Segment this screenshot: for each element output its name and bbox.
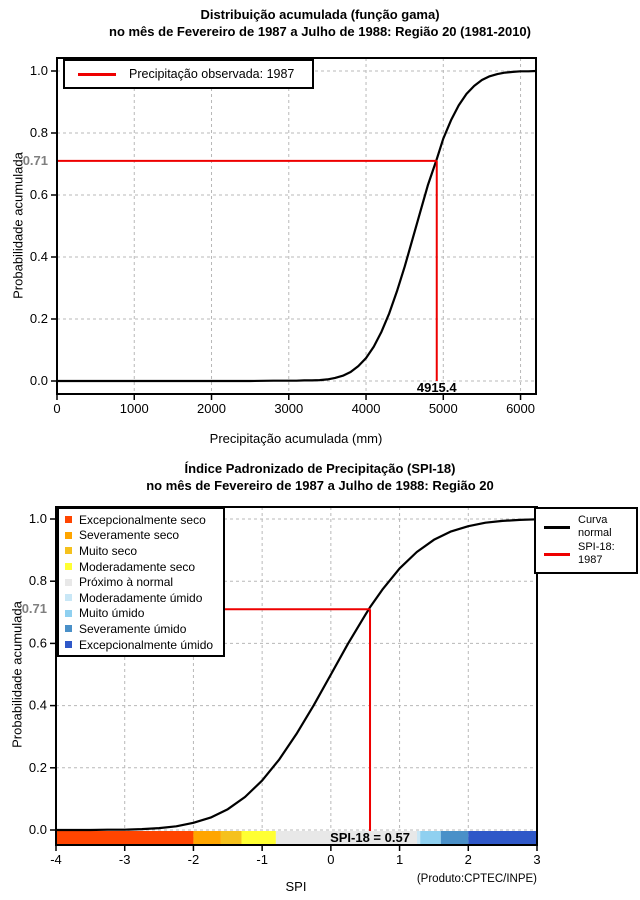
spi-category-item-label: Próximo à normal xyxy=(79,575,174,590)
y-tick-label: 1.0 xyxy=(30,63,48,78)
spi-category-item: Excepcionalmente seco xyxy=(59,512,223,528)
chart2-plot-area: 0.71 SPI-18 = 0.57 -4 -3 -2 -1 0 1 2 3 0.0 0.2 0.4 0.… xyxy=(22,506,541,867)
marker-probability-label: 0.71 xyxy=(22,601,47,616)
spi-category-item-color-sample xyxy=(65,594,72,602)
spi-category-item-color-sample xyxy=(65,531,72,539)
x-tick-label: -1 xyxy=(256,852,268,867)
spi-band-segment xyxy=(241,831,276,844)
y-tick-label: 0.8 xyxy=(29,573,47,588)
y-tick-label: 0.4 xyxy=(30,249,48,264)
chart2-y-axis-title: Probabilidade acumulada xyxy=(9,601,25,748)
chart2-title-line2: no mês de Fevereiro de 1987 a Julho de 1… xyxy=(146,478,494,493)
series-legend-item: Curva normal xyxy=(538,514,634,540)
spi-category-item-color-sample xyxy=(65,563,72,571)
spi-category-item: Excepcionalmente úmido xyxy=(59,637,223,653)
spi-band-segment xyxy=(468,831,537,844)
x-tick-label: 2 xyxy=(465,852,472,867)
series-legend-item-color-sample xyxy=(544,552,570,556)
spi-band-segment xyxy=(56,831,194,844)
x-tick-label: 5000 xyxy=(429,401,458,416)
legend-item-label: Precipitação observada: 1987 xyxy=(129,67,295,81)
x-tick-label: -3 xyxy=(119,852,131,867)
spi-category-item-label: Muito úmido xyxy=(79,606,145,621)
spi-category-item: Severamente úmido xyxy=(59,621,223,637)
chart1-y-axis-title: Probabilidade acumulada xyxy=(10,152,26,299)
spi18-chart: Índice Padronizado de Precipitação (SPI-… xyxy=(0,455,640,900)
spi-category-item-label: Muito seco xyxy=(79,543,138,558)
x-tick-label: -2 xyxy=(188,852,200,867)
y-tick-label: 0.0 xyxy=(30,373,48,388)
spi-category-item-label: Moderadamente úmido xyxy=(79,590,203,605)
spi-category-item: Muito úmido xyxy=(59,606,223,622)
series-legend-item-color-sample xyxy=(544,525,570,529)
spi-category-legend: Excepcionalmente seco Severamente seco Mui… xyxy=(57,507,225,658)
x-tick-label: 0 xyxy=(327,852,334,867)
series-legend-item-label: Curva normal xyxy=(578,514,612,539)
x-tick-label: 3000 xyxy=(274,401,303,416)
x-tick-label: -4 xyxy=(50,852,62,867)
band-annotation: SPI-18 = 0.57 xyxy=(330,830,410,845)
x-tick-label: 0 xyxy=(53,401,60,416)
y-tick-label: 0.4 xyxy=(29,698,47,713)
spi-category-item-label: Excepcionalmente seco xyxy=(79,512,206,527)
plot-frame xyxy=(56,57,537,395)
y-tick-label: 0.0 xyxy=(29,822,47,837)
y-tick-label: 0.6 xyxy=(29,635,47,650)
spi-category-item-label: Severamente úmido xyxy=(79,621,187,636)
marker-value-label: 4915.4 xyxy=(417,380,458,395)
chart2-x-axis-title: SPI xyxy=(285,879,307,894)
series-legend-item-label: SPI-18: 1987 xyxy=(578,541,615,566)
spi-category-item-label: Moderadamente seco xyxy=(79,559,196,574)
spi-category-item-color-sample xyxy=(65,641,72,649)
x-tick-label: 1000 xyxy=(120,401,149,416)
cdf-curve xyxy=(57,69,537,383)
y-tick-label: 0.6 xyxy=(30,187,48,202)
spi-category-item: Muito seco xyxy=(59,543,223,559)
x-tick-label: 2000 xyxy=(197,401,226,416)
x-tick-label: 4000 xyxy=(352,401,381,416)
y-tick-label: 0.8 xyxy=(30,125,48,140)
spi-band-segment xyxy=(420,831,441,844)
spi-category-item-color-sample xyxy=(65,516,72,524)
marker-probability-label: 0.71 xyxy=(23,153,48,168)
x-tick-label: 3 xyxy=(533,852,540,867)
spi-category-item: Moderadamente úmido xyxy=(59,590,223,606)
legend-item: Precipitação observada: 1987 xyxy=(65,67,294,81)
spi-band-segment xyxy=(440,831,469,844)
y-tick-label: 1.0 xyxy=(29,511,47,526)
spi-category-item-color-sample xyxy=(65,578,72,586)
spi-band-segment xyxy=(220,831,242,844)
chart1-x-axis-title: Precipitação acumulada (mm) xyxy=(209,431,383,446)
series-legend-item: SPI-18: 1987 xyxy=(538,541,634,567)
x-tick-label: 6000 xyxy=(506,401,535,416)
chart1-title-line2: no mês de Fevereiro de 1987 a Julho de 1… xyxy=(109,24,531,39)
chart1-title-line1: Distribuição acumulada (função gama) xyxy=(200,7,440,22)
chart1-legend: Precipitação observada: 1987 xyxy=(63,59,314,89)
chart1-plot-area: 0.71 4915.4 0 1000 2000 3000 4000 5000 6000 0.0 0.… xyxy=(23,57,537,416)
spi-category-item: Moderadamente seco xyxy=(59,559,223,575)
spi-category-item-color-sample xyxy=(65,625,72,633)
chart2-title-line1: Índice Padronizado de Precipitação (SPI-… xyxy=(184,461,456,476)
spi-category-item-color-sample xyxy=(65,609,72,617)
spi-band-segment xyxy=(193,831,221,844)
gamma-distribution-chart: Distribuição acumulada (função gama) no … xyxy=(10,7,537,446)
band-annotation-bg xyxy=(323,831,418,844)
x-tick-label: 1 xyxy=(396,852,403,867)
spi-category-item-label: Excepcionalmente úmido xyxy=(79,637,214,652)
spi-category-item-color-sample xyxy=(65,547,72,555)
spi-category-item: Próximo à normal xyxy=(59,574,223,590)
y-tick-label: 0.2 xyxy=(29,760,47,775)
y-tick-label: 0.2 xyxy=(30,311,48,326)
spi-category-item-label: Severamente seco xyxy=(79,528,180,543)
spi-category-item: Severamente seco xyxy=(59,528,223,544)
plot-frame xyxy=(55,506,538,846)
product-credit: (Produto:CPTEC/INPE) xyxy=(416,873,537,885)
cdf-curve xyxy=(56,518,538,832)
chart2-series-legend: Curva normal SPI-18: 1987 xyxy=(534,507,638,574)
legend-item-color-sample xyxy=(78,72,116,76)
